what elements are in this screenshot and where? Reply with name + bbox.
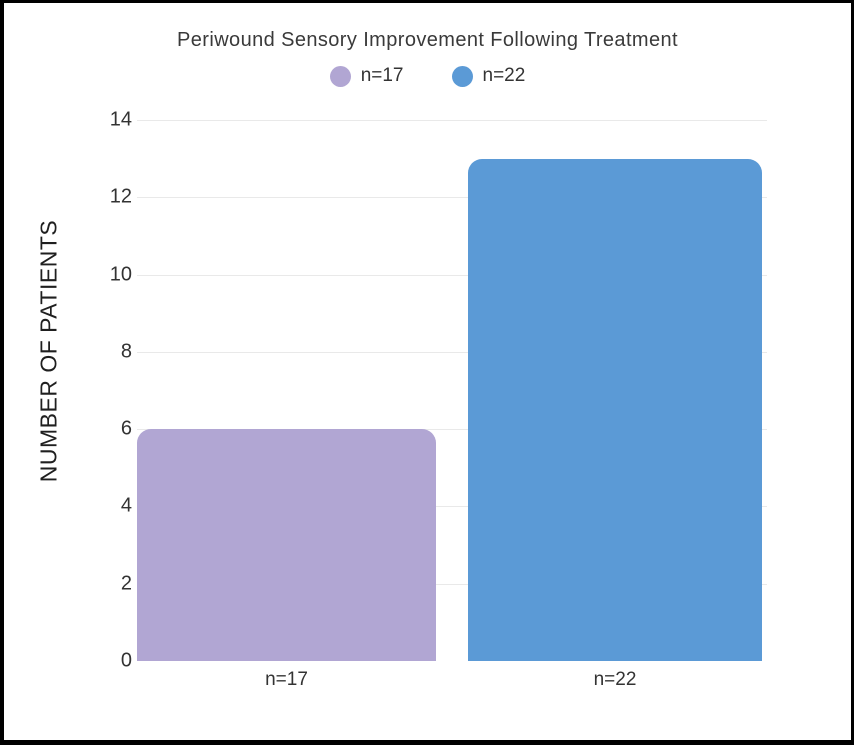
bar-n=22 [468, 158, 762, 661]
y-tick-label: 10 [109, 263, 132, 286]
y-tick-label: 6 [120, 417, 132, 440]
x-category-label: n=17 [265, 669, 308, 690]
gridline [137, 506, 767, 508]
bar-n=17 [137, 429, 436, 661]
y-tick-label: 8 [120, 340, 132, 363]
legend-label: n=17 [360, 65, 404, 86]
legend-swatch-icon [329, 65, 351, 87]
legend-item: n=22 [451, 65, 526, 87]
gridline [137, 274, 767, 276]
x-category-label: n=22 [593, 669, 637, 690]
y-tick-label: 12 [109, 185, 132, 208]
legend: n=17 n=22 [4, 65, 851, 87]
legend-item: n=17 [329, 65, 404, 87]
chart-title: Periwound Sensory Improvement Following … [177, 29, 678, 51]
gridline [137, 197, 767, 199]
plot-area: 0 2 4 6 8 10 12 14 n=17 n=22 [4, 3, 851, 740]
y-tick-label: 14 [109, 108, 132, 131]
gridline [137, 351, 767, 353]
y-tick-label: 2 [120, 572, 132, 595]
gridline [137, 120, 767, 121]
y-tick-label: 0 [120, 649, 132, 672]
legend-label: n=22 [482, 65, 526, 86]
y-tick-label: 4 [120, 494, 132, 517]
gridline [137, 583, 767, 585]
gridline [137, 429, 767, 431]
legend-swatch-icon [451, 65, 473, 87]
